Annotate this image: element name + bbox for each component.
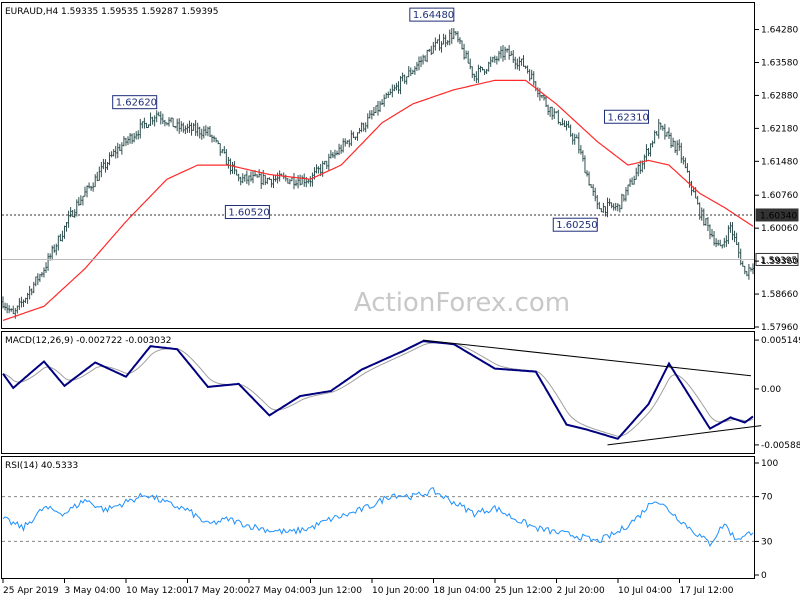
annotation-box (224, 205, 270, 220)
x-tick-label: 27 May 04:00 (249, 586, 311, 596)
x-axis: 25 Apr 2019 3 May 04:00 10 May 12:00 17 May… (2, 579, 734, 596)
rsi-title: RSI(14) 40.5333 (5, 461, 78, 471)
rsi-y-tick-label: 0 (761, 571, 767, 581)
annotation-label: 1.62620 (116, 98, 157, 109)
price-y-tick-label: 1.62180 (761, 124, 798, 134)
macd-signal-line (2, 342, 754, 437)
x-tick-label: 2 Jul 20:00 (557, 586, 606, 596)
annotation-box (603, 109, 649, 124)
price-level-tag (755, 252, 799, 266)
annotation-label: 1.60520 (228, 208, 269, 219)
price-level-tag (755, 208, 799, 222)
x-tick-label: 10 Jun 20:00 (372, 586, 429, 596)
price-level-tag-label: 1.59395 (760, 256, 797, 266)
price-pane-frame (1, 2, 755, 329)
macd-pane: MACD(12,26,9) -0.002722 -0.003032 0.0051… (1, 331, 800, 454)
price-y-tick-label: 1.61480 (761, 157, 798, 167)
x-tick-label: 17 May 20:00 (188, 586, 250, 596)
price-y-tick-label: 1.60760 (761, 191, 798, 201)
x-tick-label: 10 May 12:00 (126, 586, 188, 596)
rsi-y-tick-label: 100 (761, 459, 778, 469)
macd-y-tick-label: 0.00 (761, 385, 781, 395)
x-tick-label: 10 Jul 04:00 (618, 586, 672, 596)
macd-trendline (607, 425, 762, 446)
annotation-box (112, 95, 158, 110)
rsi-y-tick-label: 70 (761, 493, 773, 503)
macd-y-tick-label: -0.005887 (761, 441, 800, 451)
annotation-box (409, 7, 455, 22)
rsi-pane: RSI(14) 40.5333 100 70 30 0 (1, 456, 778, 581)
rsi-y-tick-label: 30 (761, 537, 773, 547)
x-tick-label: 3 Jun 12:00 (311, 586, 363, 596)
price-chart-title: EURAUD,H4 1.59335 1.59535 1.59287 1.5939… (5, 7, 219, 17)
rsi-pane-frame (1, 456, 755, 579)
x-tick-label: 25 Jun 12:00 (495, 586, 552, 596)
macd-pane-frame (1, 331, 755, 454)
moving-average-line (2, 79, 754, 321)
price-y-tick-label: 1.63580 (761, 58, 798, 68)
x-tick-label: 25 Apr 2019 (3, 586, 59, 596)
price-y-tick-label: 1.62880 (761, 91, 798, 101)
rsi-line (2, 487, 754, 548)
price-pane: 1.60340 1.59395 1.64480 1.62620 1.62310 1.60… (1, 2, 799, 333)
annotation-label: 1.64480 (413, 10, 454, 21)
annotation-box (552, 217, 598, 232)
watermark-text: ActionForex.com (354, 288, 570, 318)
macd-title: MACD(12,26,9) -0.002722 -0.003032 (5, 336, 171, 346)
price-y-tick-label: 1.64280 (761, 26, 798, 36)
price-y-tick-label: 1.59360 (761, 257, 798, 267)
annotation-label: 1.62310 (607, 112, 648, 123)
price-y-tick-label: 1.57960 (761, 323, 798, 333)
macd-y-tick-label: 0.005149 (761, 336, 800, 346)
price-y-tick-label: 1.60060 (761, 224, 798, 234)
x-tick-label: 3 May 04:00 (65, 586, 121, 596)
x-tick-label: 18 Jun 04:00 (434, 586, 491, 596)
price-level-tag-label: 1.60340 (760, 211, 797, 221)
macd-trendline (423, 339, 752, 377)
annotation-label: 1.60250 (556, 220, 597, 231)
macd-line (2, 340, 754, 440)
price-y-tick-label: 1.58660 (761, 290, 798, 300)
x-tick-label: 17 Jul 12:00 (680, 586, 734, 596)
